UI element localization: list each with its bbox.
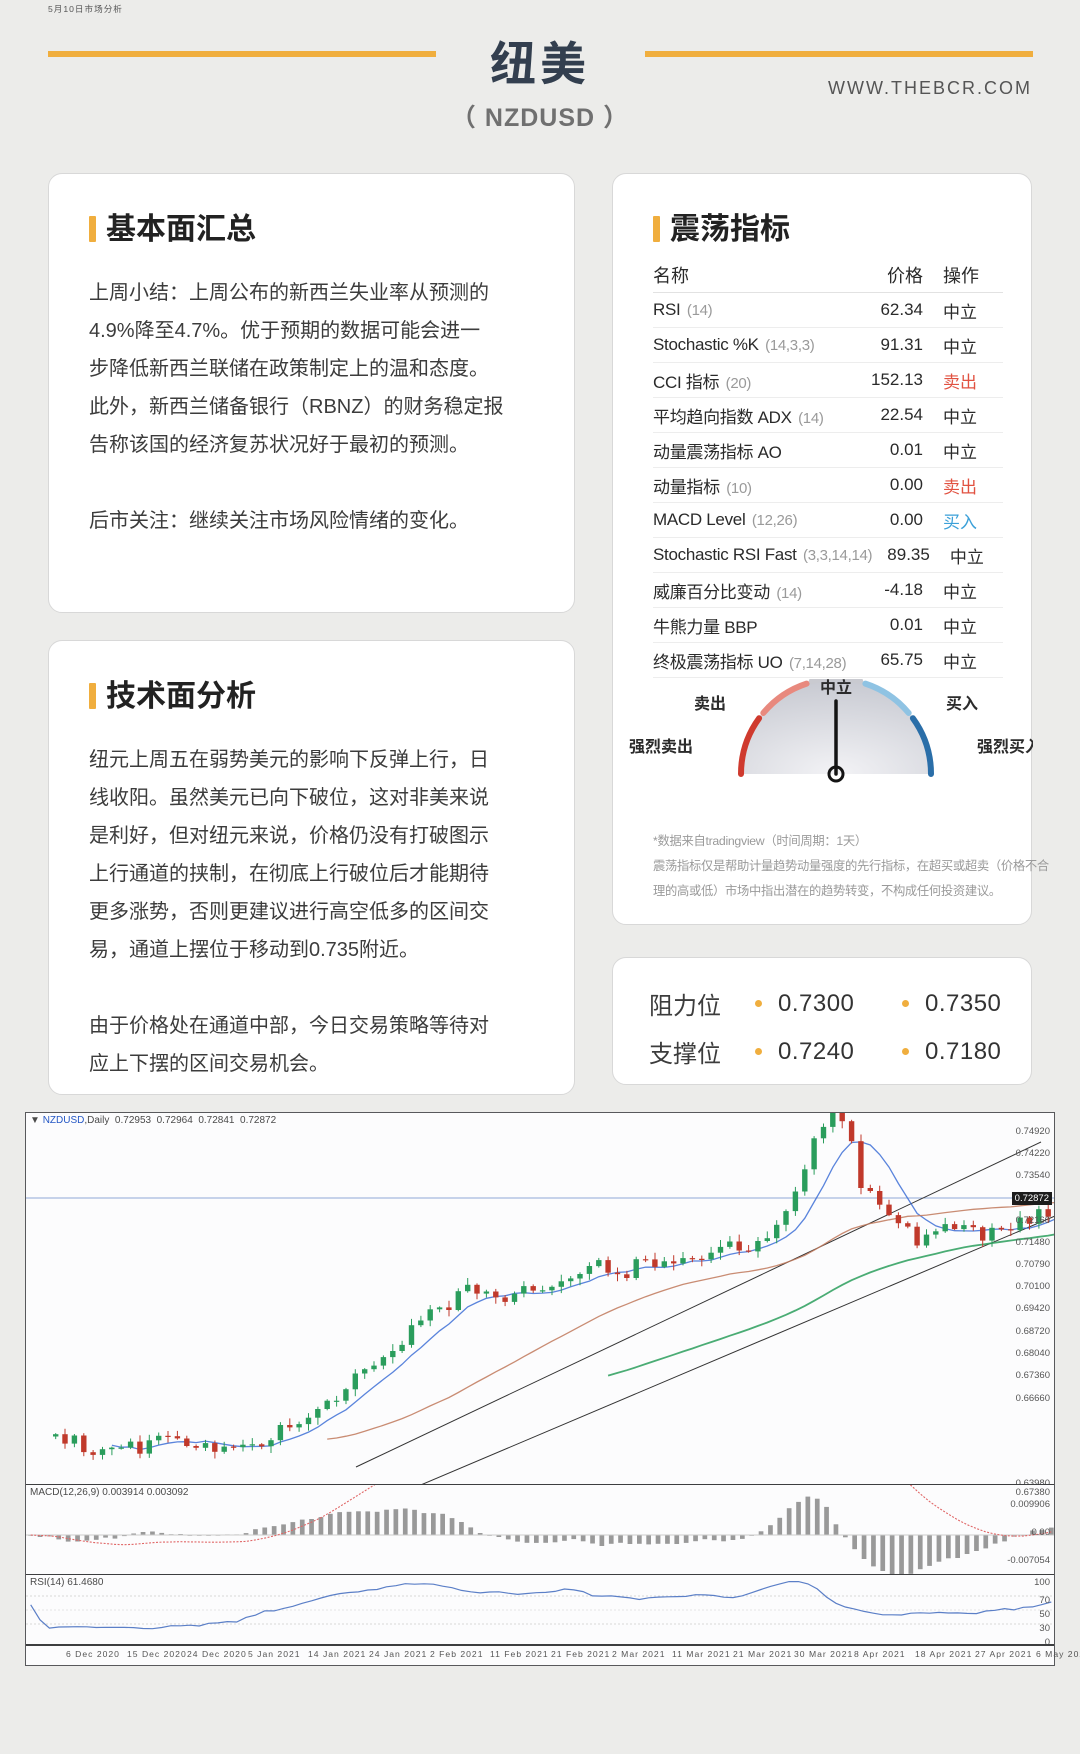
svg-text:卖出: 卖出 (694, 695, 726, 713)
svg-text:中立: 中立 (820, 679, 852, 697)
svg-text:强烈买入: 强烈买入 (977, 738, 1033, 756)
svg-text:强烈卖出: 强烈卖出 (629, 738, 693, 756)
svg-text:买入: 买入 (946, 695, 978, 713)
